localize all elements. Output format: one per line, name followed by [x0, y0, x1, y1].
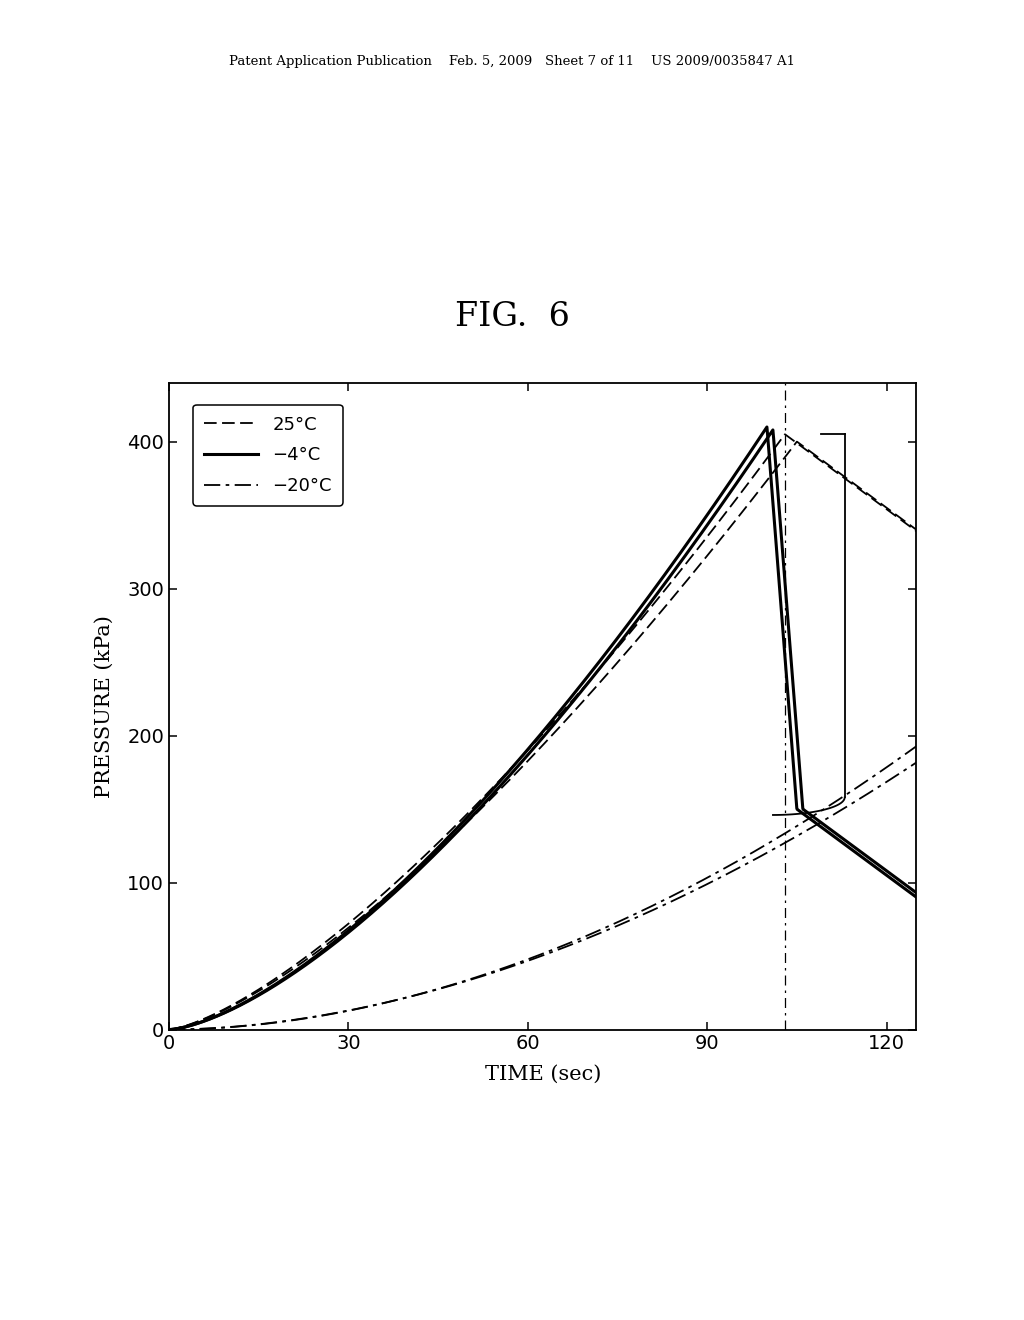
Text: FIG.  6: FIG. 6 [455, 301, 569, 333]
Text: Patent Application Publication    Feb. 5, 2009   Sheet 7 of 11    US 2009/003584: Patent Application Publication Feb. 5, 2… [229, 55, 795, 69]
X-axis label: TIME (sec): TIME (sec) [484, 1064, 601, 1084]
Legend: 25°C, −4°C, −20°C: 25°C, −4°C, −20°C [193, 405, 343, 506]
Y-axis label: PRESSURE (kPa): PRESSURE (kPa) [94, 615, 114, 797]
